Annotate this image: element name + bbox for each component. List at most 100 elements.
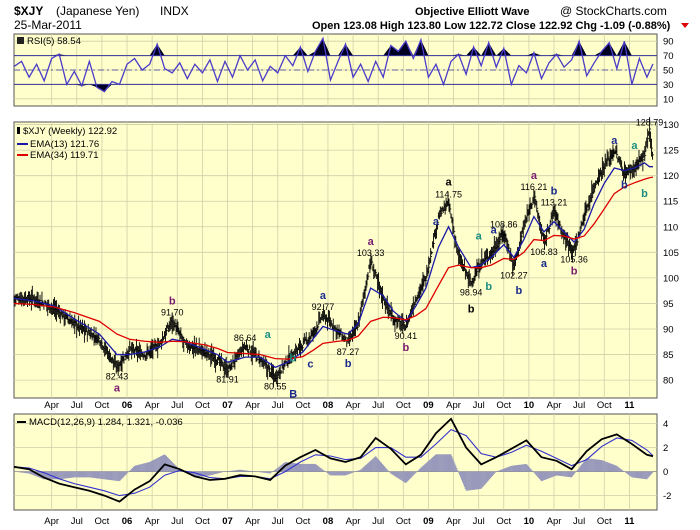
x-tick-label: 11 [624,516,635,527]
y-tick-label: 85 [663,350,674,361]
x-tick-label: Oct [496,400,511,411]
macd-legend: MACD(12,26,9) 1.284, 1.321, -0.036 [29,417,183,428]
wave-label: b [169,295,176,307]
wave-label: b [571,265,578,277]
x-tick-label: 08 [323,400,334,411]
x-tick-label: 08 [323,516,334,527]
price-panel [13,121,658,399]
x-tick-label: Oct [597,400,612,411]
price-level-label: 102.27 [500,270,528,280]
y-tick-label: 105 [663,248,679,259]
wave-label: b [485,281,492,293]
price-level-label: 80.55 [264,381,287,391]
macd-plot [13,417,657,503]
ema34-legend: EMA(34) 119.71 [30,150,98,161]
down-arrow-icon [681,23,689,28]
x-tick-label: 10 [524,400,535,411]
rsi-legend-swatch [17,37,24,44]
x-tick-label: Apr [547,400,562,411]
rsi-line [13,36,654,93]
date-label: 25-Mar-2011 [14,18,82,32]
x-tick-label: Apr [446,400,461,411]
wave-label: b [641,188,648,200]
x-tick-label: Oct [95,400,110,411]
y-tick-label: 90 [663,325,674,336]
rsi-overbought-fill [14,38,653,56]
x-tick-label: 06 [122,516,133,527]
y-tick-label: 125 [663,146,679,157]
wave-label: a [491,224,498,236]
macd-panel [13,413,658,511]
axis-labels: 103050709080859095100105110115120125130-… [44,37,679,527]
rsi-legend: RSI(5) 58.54 [27,36,81,47]
price-level-label: 128.79 [636,118,664,128]
x-tick-label: Jul [473,400,485,411]
y-tick-label: 2 [663,443,668,454]
price-plot [13,117,654,388]
x-tick-label: Apr [145,516,160,527]
price-legend: $XJY (Weekly) 122.92 [23,126,117,137]
y-tick-label: 10 [663,94,674,105]
macd-line [13,417,654,503]
wave-label: c [307,358,313,370]
x-tick-label: Apr [145,400,160,411]
instrument-name: (Japanese Yen) [56,4,139,18]
wave-label: a [433,216,440,228]
price-level-label: 87.27 [337,347,360,357]
price-level-label: 105.36 [560,254,588,264]
wave-annotations: 82.43a91.70b81.9186.6480.55B92.77a87.27b… [106,118,664,401]
x-tick-label: Jul [473,516,485,527]
x-tick-label: Oct [396,400,411,411]
price-level-label: 90.41 [395,331,418,341]
x-tick-label: Jul [372,400,384,411]
y-tick-label: 50 [663,66,674,77]
x-tick-label: Jul [372,516,384,527]
price-level-label: 116.21 [520,182,547,192]
wave-label: a [320,290,327,302]
wave-label: a [541,258,548,270]
x-tick-label: Jul [71,516,83,527]
wave-label: b [289,353,296,365]
wave-label: a [631,140,638,152]
ema34-line [13,176,654,360]
wave-label: b [551,185,558,197]
price-level-label: 98.94 [460,287,483,297]
x-tick-label: 11 [624,400,635,411]
x-tick-label: 09 [423,400,434,411]
y-tick-label: 30 [663,80,674,91]
x-tick-label: Apr [446,516,461,527]
ema13-legend: EMA(13) 121.76 [30,139,99,150]
x-tick-label: Jul [573,516,585,527]
y-tick-label: 95 [663,299,674,310]
quote-summary: Open 123.08 High 123.80 Low 122.72 Close… [312,20,671,32]
price-level-label: 108.86 [490,220,518,230]
exchange-label: INDX [160,4,189,18]
price-level-label: 113.21 [541,197,568,207]
x-tick-label: Jul [272,400,284,411]
rsi-plot [13,36,657,93]
x-tick-label: Jul [171,516,183,527]
price-level-label: 106.83 [530,247,558,257]
x-tick-label: Jul [171,400,183,411]
y-tick-label: 4 [663,419,668,430]
price-level-label: 103.33 [357,248,385,258]
x-tick-label: Apr [346,516,361,527]
wave-label: a [611,135,618,147]
wave-label: a [265,329,272,341]
y-tick-label: 110 [663,222,678,233]
y-tick-label: 80 [663,376,674,387]
x-tick-label: Oct [396,516,411,527]
y-tick-label: 70 [663,51,674,62]
x-tick-label: 09 [423,516,434,527]
x-tick-label: Jul [71,400,83,411]
price-level-label: 86.64 [234,333,257,343]
price-level-label: 114.75 [435,190,462,200]
x-tick-label: Apr [44,516,59,527]
wave-label: b [621,179,628,191]
symbol-title: $XJY [14,4,43,18]
wave-label: b [402,342,409,354]
price-level-label: 81.91 [216,374,239,384]
y-tick-label: 0 [663,467,668,478]
wave-label: B [289,388,297,400]
